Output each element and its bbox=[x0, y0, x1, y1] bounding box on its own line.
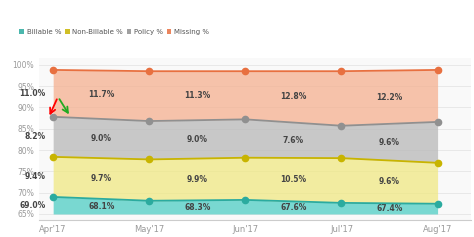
Text: 11.0%: 11.0% bbox=[19, 89, 46, 98]
Text: 68.3%: 68.3% bbox=[184, 203, 210, 212]
Text: 9.6%: 9.6% bbox=[379, 138, 400, 147]
Legend: Billable %, Non-Billable %, Policy %, Missing %: Billable %, Non-Billable %, Policy %, Mi… bbox=[16, 26, 212, 38]
Text: 9.9%: 9.9% bbox=[187, 175, 208, 184]
Text: 9.0%: 9.0% bbox=[91, 134, 112, 143]
Text: 8.2%: 8.2% bbox=[24, 132, 46, 141]
Text: 67.6%: 67.6% bbox=[280, 203, 307, 212]
Text: 11.7%: 11.7% bbox=[88, 90, 114, 99]
Text: 9.4%: 9.4% bbox=[25, 172, 46, 181]
Text: 67.4%: 67.4% bbox=[376, 204, 403, 213]
Text: 69.0%: 69.0% bbox=[19, 201, 46, 210]
Text: 9.0%: 9.0% bbox=[187, 135, 208, 144]
Text: 9.7%: 9.7% bbox=[91, 174, 112, 183]
Text: 12.8%: 12.8% bbox=[280, 92, 307, 101]
Text: 10.5%: 10.5% bbox=[280, 175, 307, 184]
Text: 11.3%: 11.3% bbox=[184, 91, 210, 100]
Text: 9.6%: 9.6% bbox=[379, 178, 400, 186]
Text: 7.6%: 7.6% bbox=[283, 136, 304, 145]
Text: 12.2%: 12.2% bbox=[376, 93, 402, 102]
Text: 68.1%: 68.1% bbox=[88, 202, 114, 211]
